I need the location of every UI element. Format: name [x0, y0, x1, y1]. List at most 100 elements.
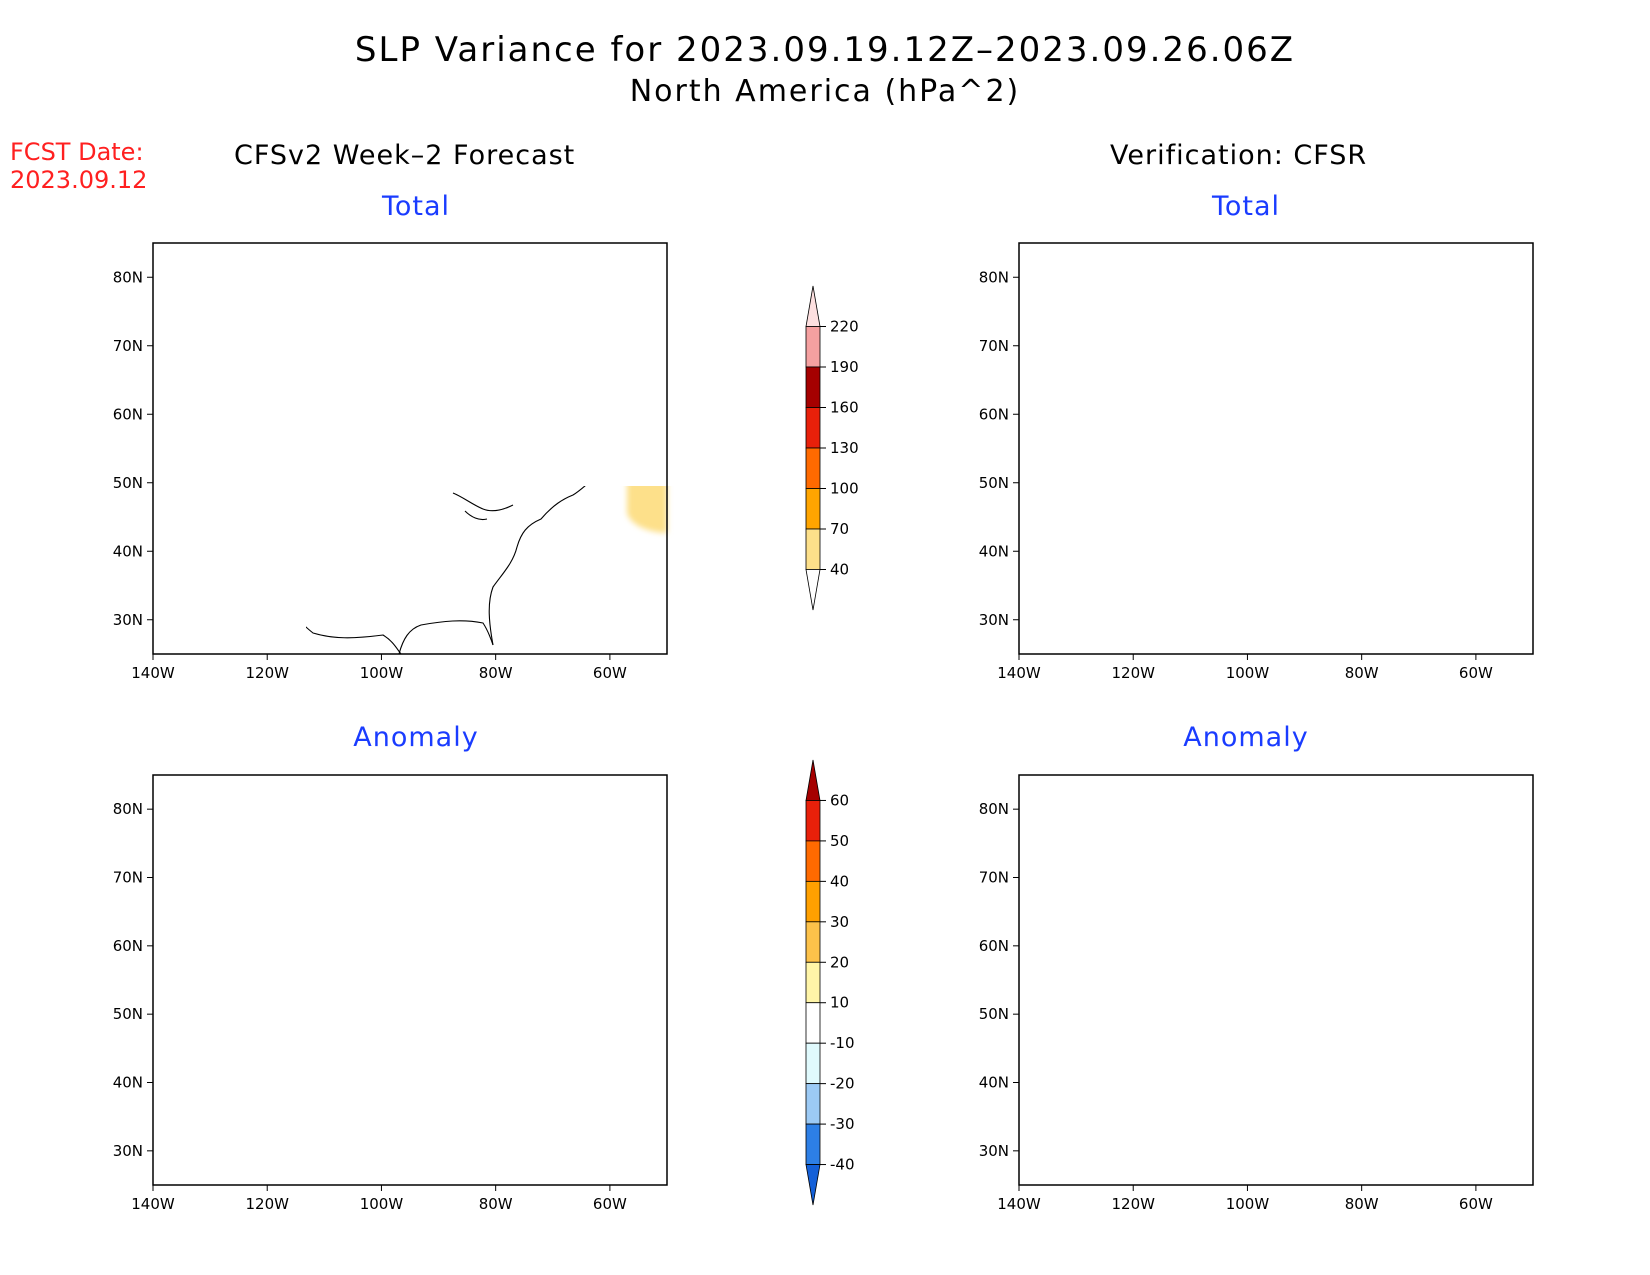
anomaly-region	[325, 828, 460, 889]
variance-region	[153, 305, 553, 503]
colorbar-label: 10	[830, 994, 849, 1012]
colorbar-label: 220	[830, 318, 859, 336]
anomaly-region	[326, 895, 667, 1044]
lat-tick-label: 40N	[113, 542, 143, 560]
lat-tick-label: 70N	[113, 337, 143, 355]
anomaly-region	[1119, 1065, 1263, 1150]
lon-tick-label: 80W	[479, 664, 513, 682]
colorbar-swatch	[805, 407, 821, 449]
colorbar-swatch	[805, 447, 821, 489]
chart-title: SLP Variance for 2023.09.19.12Z–2023.09.…	[354, 30, 1296, 70]
panel-verification-total	[1018, 242, 1534, 655]
fcst-date: 2023.09.12	[10, 166, 148, 194]
lat-tick-label: 50N	[113, 474, 143, 492]
colorbar-label: -10	[830, 1034, 855, 1052]
anomaly-region	[1429, 803, 1533, 902]
anomaly-region	[1019, 840, 1179, 975]
anomaly-region	[641, 793, 667, 935]
variance-region	[1019, 481, 1051, 523]
anomaly-region	[1504, 1078, 1529, 1109]
lon-tick-label: 60W	[593, 664, 627, 682]
colorbar-label: 190	[830, 358, 859, 376]
anomaly-region	[1019, 995, 1088, 1104]
lat-tick-label: 40N	[979, 542, 1009, 560]
lon-tick-label: 100W	[1226, 1195, 1270, 1213]
panel-verification-anomaly	[1018, 774, 1534, 1186]
lat-tick-label: 30N	[979, 1142, 1009, 1160]
lat-tick-label: 60N	[979, 405, 1009, 423]
colorbar-label: 100	[830, 480, 859, 498]
lat-tick-label: 80N	[979, 268, 1009, 286]
anomaly-region	[1157, 811, 1439, 889]
colorbar-total: 40 70 100 130 160 190 220	[805, 285, 859, 611]
anomaly-region	[1189, 830, 1425, 881]
lon-tick-label: 60W	[1459, 664, 1493, 682]
lat-tick-label: 50N	[979, 474, 1009, 492]
anomaly-region	[1494, 1058, 1533, 1119]
lon-tick-label: 100W	[1226, 664, 1270, 682]
lat-tick-label: 80N	[113, 268, 143, 286]
anomaly-region	[279, 835, 667, 1070]
lon-tick-label: 140W	[997, 1195, 1041, 1213]
colorbar-swatch	[805, 1042, 821, 1085]
panel-title-bottom-left: Anomaly	[353, 722, 479, 753]
lat-tick-label: 30N	[113, 1142, 143, 1160]
colorbar-swatch	[805, 1164, 821, 1206]
anomaly-region	[1019, 1000, 1063, 1072]
lat-tick-label: 60N	[979, 937, 1009, 955]
lon-tick-label: 80W	[1345, 664, 1379, 682]
panel-title-bottom-right: Anomaly	[1183, 722, 1309, 753]
colorbar-label: 130	[830, 439, 859, 457]
lat-tick-label: 70N	[979, 337, 1009, 355]
fcst-label: FCST Date:	[10, 138, 144, 166]
variance-region	[1019, 471, 1090, 558]
lon-tick-label: 120W	[245, 664, 289, 682]
lon-tick-label: 140W	[131, 1195, 175, 1213]
lat-tick-label: 80N	[113, 800, 143, 818]
lat-tick-label: 60N	[113, 937, 143, 955]
anomaly-region	[153, 785, 667, 1110]
lon-tick-label: 60W	[593, 1195, 627, 1213]
colorbar-swatch	[805, 1002, 821, 1044]
lat-tick-label: 30N	[113, 611, 143, 629]
variance-region	[627, 486, 667, 533]
anomaly-region	[1229, 851, 1379, 869]
lat-tick-label: 50N	[113, 1005, 143, 1023]
lat-tick-label: 70N	[113, 869, 143, 887]
left-column-title: CFSv2 Week–2 Forecast	[234, 140, 576, 171]
colorbar-label: 70	[830, 520, 849, 538]
colorbar-swatch	[805, 840, 821, 882]
lon-tick-label: 60W	[1459, 1195, 1493, 1213]
colorbar-swatch	[805, 921, 821, 963]
variance-region	[1019, 476, 1061, 531]
lat-tick-label: 30N	[979, 611, 1009, 629]
panel-forecast-anomaly	[152, 774, 668, 1186]
axes: 140W 120W 100W 80W 60W 80N 70N 60N 50N 40N 30N 140W…	[113, 268, 1493, 1213]
colorbar-swatch	[805, 285, 821, 327]
colorbar-label: 50	[830, 832, 849, 850]
variance-region	[1496, 532, 1533, 581]
lat-tick-label: 40N	[979, 1074, 1009, 1092]
colorbar-swatch	[805, 880, 821, 923]
colorbar-label: -30	[830, 1115, 855, 1133]
colorbar-label: 160	[830, 399, 859, 417]
colorbar-swatch	[805, 961, 821, 1004]
colorbar-label: 20	[830, 953, 849, 971]
colorbar-swatch	[805, 528, 821, 570]
lon-tick-label: 120W	[1111, 664, 1155, 682]
variance-region	[1242, 442, 1265, 480]
anomaly-region	[366, 933, 667, 1026]
colorbar-swatch	[805, 326, 821, 368]
lat-tick-label: 70N	[979, 869, 1009, 887]
colorbar-label: -40	[830, 1156, 855, 1174]
lat-tick-label: 50N	[979, 1005, 1009, 1023]
lon-tick-label: 120W	[245, 1195, 289, 1213]
colorbar-swatch	[805, 366, 821, 408]
panel-forecast-total	[152, 242, 668, 655]
anomaly-region	[1212, 897, 1533, 1017]
colorbar-swatch	[805, 1083, 821, 1125]
colorbar-label: -20	[830, 1075, 855, 1093]
lat-tick-label: 40N	[113, 1074, 143, 1092]
lon-tick-label: 80W	[1345, 1195, 1379, 1213]
